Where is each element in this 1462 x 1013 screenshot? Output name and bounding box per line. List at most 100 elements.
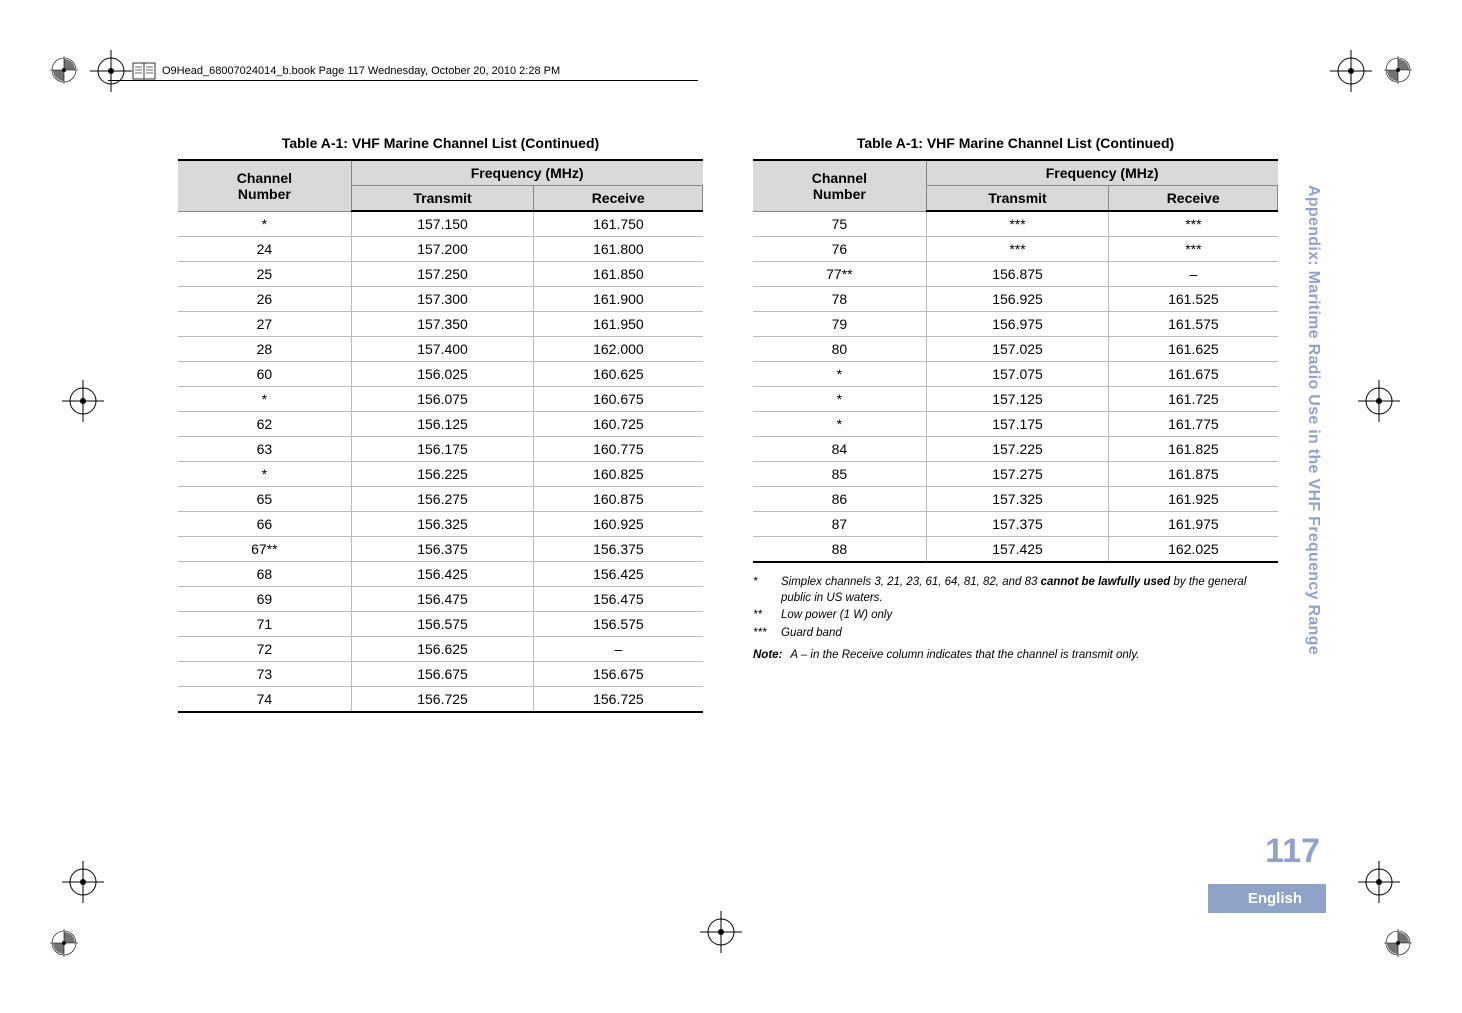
reg-mark-icon bbox=[50, 929, 78, 957]
table-cell: 85 bbox=[753, 462, 926, 487]
table-row: 26157.300161.900 bbox=[178, 287, 703, 312]
table-cell: 161.800 bbox=[534, 237, 703, 262]
table-cell: 157.075 bbox=[926, 362, 1109, 387]
language-bar: English bbox=[1208, 884, 1326, 913]
table-cell: 161.775 bbox=[1109, 412, 1278, 437]
table-row: 77**156.875– bbox=[753, 262, 1278, 287]
reg-mark-icon bbox=[50, 56, 78, 84]
table-cell: 157.125 bbox=[926, 387, 1109, 412]
table-cell: 162.000 bbox=[534, 337, 703, 362]
table-row: 73156.675156.675 bbox=[178, 662, 703, 687]
table-title-left: Table A-1: VHF Marine Channel List (Cont… bbox=[178, 135, 703, 151]
table-cell: 86 bbox=[753, 487, 926, 512]
table-cell: 156.375 bbox=[534, 537, 703, 562]
table-row: 85157.275161.875 bbox=[753, 462, 1278, 487]
table-cell: 156.425 bbox=[534, 562, 703, 587]
table-cell: 88 bbox=[753, 537, 926, 563]
th-transmit: Transmit bbox=[926, 186, 1109, 212]
table-row: 65156.275160.875 bbox=[178, 487, 703, 512]
table-row: 69156.475156.475 bbox=[178, 587, 703, 612]
table-cell: 161.825 bbox=[1109, 437, 1278, 462]
table-row: *157.150161.750 bbox=[178, 211, 703, 237]
table-cell: 71 bbox=[178, 612, 351, 637]
table-cell: 69 bbox=[178, 587, 351, 612]
crop-mark-icon bbox=[1330, 50, 1372, 92]
th-channel-l1: Channel bbox=[237, 170, 292, 186]
table-row: 79156.975161.575 bbox=[753, 312, 1278, 337]
table-cell: 161.900 bbox=[534, 287, 703, 312]
th-channel-l2: Number bbox=[813, 186, 866, 202]
table-cell: 156.325 bbox=[351, 512, 534, 537]
th-freq-group: Frequency (MHz) bbox=[926, 160, 1277, 186]
table-row: 28157.400162.000 bbox=[178, 337, 703, 362]
table-cell: 157.175 bbox=[926, 412, 1109, 437]
table-cell: 157.250 bbox=[351, 262, 534, 287]
table-cell: 160.775 bbox=[534, 437, 703, 462]
footnote-mark: *** bbox=[753, 626, 775, 642]
table-cell: 157.275 bbox=[926, 462, 1109, 487]
table-row: 88157.425162.025 bbox=[753, 537, 1278, 563]
table-cell: 156.025 bbox=[351, 362, 534, 387]
table-cell: 160.725 bbox=[534, 412, 703, 437]
table-cell: 161.675 bbox=[1109, 362, 1278, 387]
left-column: Table A-1: VHF Marine Channel List (Cont… bbox=[178, 135, 703, 713]
table-cell: 66 bbox=[178, 512, 351, 537]
table-cell: 161.525 bbox=[1109, 287, 1278, 312]
table-cell: 156.575 bbox=[534, 612, 703, 637]
table-cell: 157.325 bbox=[926, 487, 1109, 512]
note: Note: A – in the Receive column indicate… bbox=[753, 649, 1278, 661]
table-cell: 72 bbox=[178, 637, 351, 662]
table-cell: 73 bbox=[178, 662, 351, 687]
table-cell: 160.825 bbox=[534, 462, 703, 487]
table-right: Channel Number Frequency (MHz) Transmit … bbox=[753, 159, 1278, 563]
footnote: **Low power (1 W) only bbox=[753, 608, 1278, 624]
footnote-text: Low power (1 W) only bbox=[781, 608, 892, 624]
table-cell: * bbox=[178, 462, 351, 487]
table-cell: 161.950 bbox=[534, 312, 703, 337]
table-cell: 160.925 bbox=[534, 512, 703, 537]
table-row: 27157.350161.950 bbox=[178, 312, 703, 337]
table-cell: 156.275 bbox=[351, 487, 534, 512]
table-row: *156.225160.825 bbox=[178, 462, 703, 487]
table-cell: * bbox=[753, 412, 926, 437]
table-cell: 156.675 bbox=[351, 662, 534, 687]
table-cell: 161.750 bbox=[534, 211, 703, 237]
table-row: 74156.725156.725 bbox=[178, 687, 703, 713]
note-text: A – in the Receive column indicates that… bbox=[790, 649, 1139, 661]
footnote: *Simplex channels 3, 21, 23, 61, 64, 81,… bbox=[753, 575, 1278, 606]
table-cell: 161.975 bbox=[1109, 512, 1278, 537]
side-title: Appendix: Maritime Radio Use in the VHF … bbox=[1304, 185, 1322, 655]
table-cell: 77** bbox=[753, 262, 926, 287]
table-cell: 60 bbox=[178, 362, 351, 387]
header-rule bbox=[108, 80, 698, 81]
footnote-text: Simplex channels 3, 21, 23, 61, 64, 81, … bbox=[781, 575, 1278, 606]
table-cell: 161.925 bbox=[1109, 487, 1278, 512]
crop-mark-icon bbox=[90, 50, 132, 92]
table-row: 87157.375161.975 bbox=[753, 512, 1278, 537]
content-area: Table A-1: VHF Marine Channel List (Cont… bbox=[178, 135, 1278, 713]
table-cell: 84 bbox=[753, 437, 926, 462]
table-cell: 75 bbox=[753, 211, 926, 237]
table-row: 62156.125160.725 bbox=[178, 412, 703, 437]
th-channel-l1: Channel bbox=[812, 170, 867, 186]
table-cell: – bbox=[1109, 262, 1278, 287]
th-channel: Channel Number bbox=[753, 160, 926, 211]
table-cell: 156.225 bbox=[351, 462, 534, 487]
table-row: *157.175161.775 bbox=[753, 412, 1278, 437]
table-cell: 160.875 bbox=[534, 487, 703, 512]
table-cell: 156.375 bbox=[351, 537, 534, 562]
th-channel-l2: Number bbox=[238, 186, 291, 202]
table-cell: 161.875 bbox=[1109, 462, 1278, 487]
table-row: 66156.325160.925 bbox=[178, 512, 703, 537]
table-row: 63156.175160.775 bbox=[178, 437, 703, 462]
table-cell: 79 bbox=[753, 312, 926, 337]
crop-mark-icon bbox=[1358, 861, 1400, 903]
table-row: 24157.200161.800 bbox=[178, 237, 703, 262]
table-cell: 161.575 bbox=[1109, 312, 1278, 337]
table-cell: 67** bbox=[178, 537, 351, 562]
table-row: 78156.925161.525 bbox=[753, 287, 1278, 312]
table-cell: 157.400 bbox=[351, 337, 534, 362]
crop-mark-icon bbox=[62, 861, 104, 903]
footnote-text: Guard band bbox=[781, 626, 842, 642]
table-cell: 157.350 bbox=[351, 312, 534, 337]
